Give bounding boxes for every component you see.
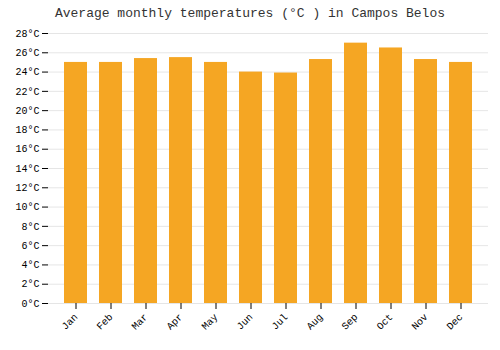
html-text:Average monthly temperatures (: Average monthly temperatures (°C ) in Ca… (55, 6, 445, 21)
svg-text:4°C: 4°C (21, 260, 39, 271)
svg-text:0°C: 0°C (21, 299, 39, 310)
svg-text:28°C: 28°C (15, 29, 39, 40)
svg-text:Jan: Jan (60, 312, 81, 333)
svg-text:18°C: 18°C (15, 125, 39, 136)
svg-text:8°C: 8°C (21, 222, 39, 233)
svg-text:Mar: Mar (130, 312, 151, 333)
svg-text:10°C: 10°C (15, 202, 39, 213)
svg-text:May: May (200, 312, 221, 333)
svg-text:20°C: 20°C (15, 106, 39, 117)
svg-text:12°C: 12°C (15, 183, 39, 194)
svg-text:Oct: Oct (375, 312, 396, 333)
svg-text:22°C: 22°C (15, 87, 39, 98)
svg-text:Apr: Apr (165, 312, 186, 333)
svg-text:Feb: Feb (95, 312, 116, 333)
svg-text:Aug: Aug (305, 312, 326, 333)
svg-text:24°C: 24°C (15, 67, 39, 78)
svg-text:Jun: Jun (235, 312, 256, 333)
svg-text:Nov: Nov (410, 312, 431, 333)
svg-text:6°C: 6°C (21, 241, 39, 252)
svg-text:16°C: 16°C (15, 144, 39, 155)
svg-text:26°C: 26°C (15, 48, 39, 59)
svg-text:2°C: 2°C (21, 279, 39, 290)
svg-text:Sep: Sep (340, 312, 361, 333)
svg-text:Jul: Jul (270, 312, 291, 333)
svg-text:Dec: Dec (445, 312, 466, 333)
svg-text:14°C: 14°C (15, 164, 39, 175)
